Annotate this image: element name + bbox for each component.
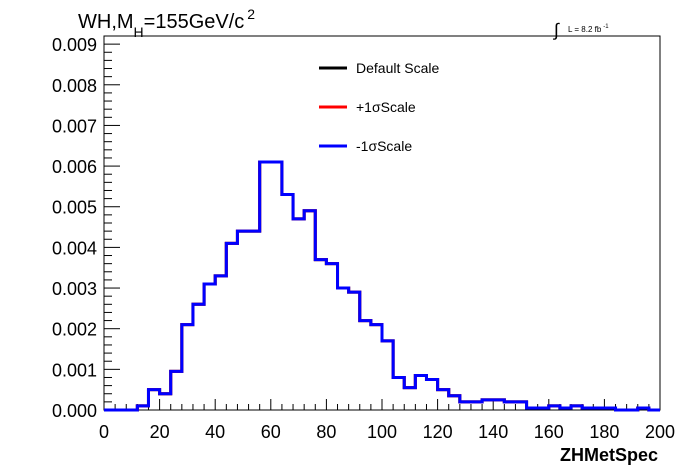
x-tick-label: 160	[534, 422, 564, 442]
plot-frame	[103, 35, 661, 411]
y-tick-label: 0.006	[52, 157, 97, 177]
x-axis-title: ZHMetSpec	[560, 445, 658, 465]
axis-ticks: 0 20 40 60 80 100 120 140 160 180 200 0.000 0.001 0.0…	[52, 35, 675, 442]
x-tick-label: 0	[99, 422, 109, 442]
title-superscript: 2	[247, 6, 255, 22]
x-tick-label: 200	[645, 422, 675, 442]
x-tick-label: 120	[423, 422, 453, 442]
series-layer	[104, 160, 660, 412]
luminosity-text: L = 8.2 fb	[568, 25, 602, 34]
y-tick-label: 0.002	[52, 320, 97, 340]
y-tick-label: 0.000	[52, 401, 97, 421]
x-tick-label: 80	[316, 422, 336, 442]
plot-title: WH,MH=155GeV/c 2	[78, 6, 255, 40]
y-tick-label: 0.005	[52, 198, 97, 218]
y-tick-label: 0.008	[52, 76, 97, 96]
legend-label-0: Default Scale	[356, 60, 439, 76]
x-tick-label: 100	[367, 422, 397, 442]
legend: Default Scale +1σScale -1σScale	[319, 60, 439, 154]
title-subscript: H	[134, 24, 144, 40]
legend-label-2: -1σScale	[356, 138, 412, 154]
x-tick-label: 180	[589, 422, 619, 442]
y-tick-label: 0.009	[52, 35, 97, 55]
series-line-2	[104, 160, 660, 412]
y-tick-label: 0.007	[52, 116, 97, 136]
series-line-0	[104, 160, 660, 412]
luminosity-label: L = 8.2 fb -1	[568, 24, 609, 34]
y-tick-label: 0.001	[52, 360, 97, 380]
y-tick-label: 0.003	[52, 279, 97, 299]
integral-symbol: ∫	[552, 20, 560, 40]
title-rest: =155GeV/c	[144, 11, 245, 33]
y-tick-label: 0.004	[52, 238, 97, 258]
x-tick-label: 40	[205, 422, 225, 442]
legend-label-1: +1σScale	[356, 99, 416, 115]
x-tick-label: 60	[261, 422, 281, 442]
series-line-1	[104, 160, 660, 412]
title-main: WH,M	[78, 11, 134, 33]
x-tick-label: 20	[150, 422, 170, 442]
x-tick-label: 140	[478, 422, 508, 442]
luminosity-superscript: -1	[603, 24, 609, 30]
